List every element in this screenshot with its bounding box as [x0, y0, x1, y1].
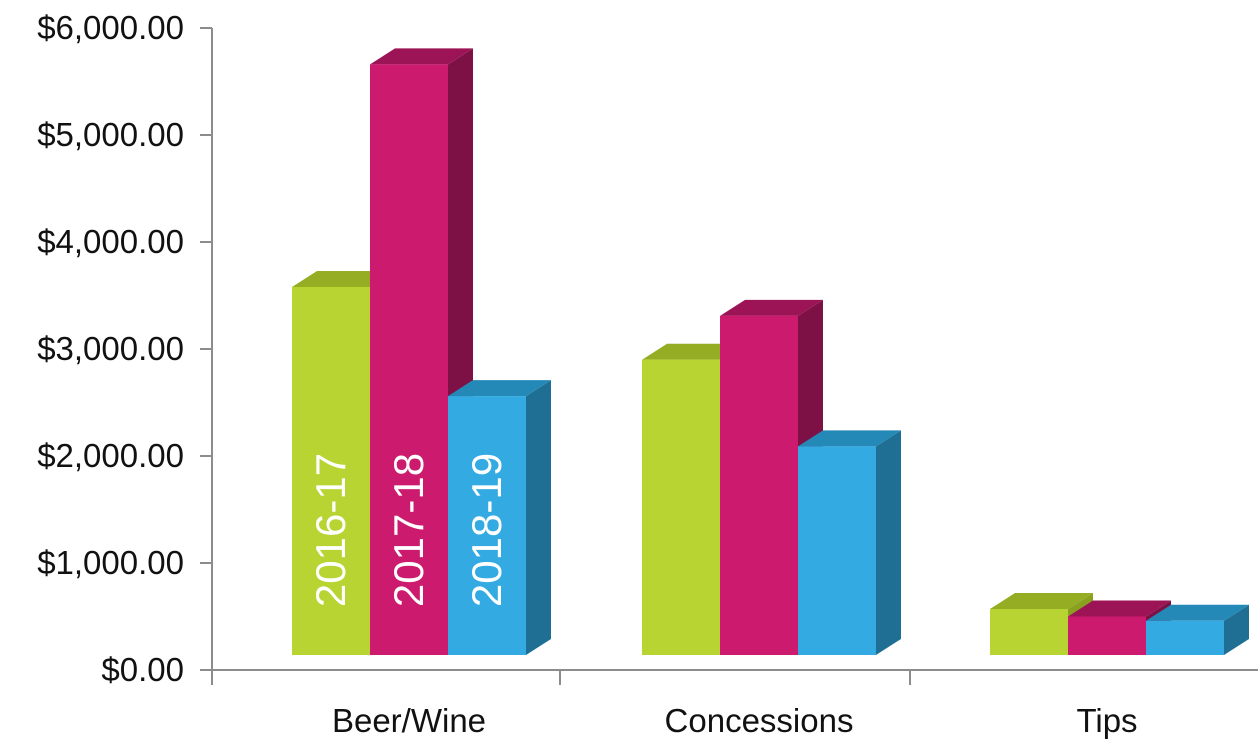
bar-2018-19-Concessions [798, 430, 901, 655]
y-tick-label: $2,000.00 [37, 437, 184, 474]
y-tick-label: $0.00 [101, 651, 184, 688]
bar-top-face [642, 343, 745, 360]
bar-front-face [720, 315, 798, 655]
bar-front-face [370, 64, 448, 655]
series-label-2017-18: 2017-18 [385, 453, 432, 607]
bar-front-face [1146, 620, 1224, 655]
series-label-2018-19: 2018-19 [463, 453, 510, 607]
bar-front-face [642, 359, 720, 655]
series-label-2016-17: 2016-17 [307, 453, 354, 607]
bar-top-face [798, 430, 901, 447]
bar-top-face [1146, 604, 1249, 621]
bar-top-face [370, 48, 473, 65]
bar-side-face [526, 380, 551, 655]
bar-front-face [1068, 616, 1146, 655]
bar-top-face [292, 270, 395, 287]
y-tick-label: $5,000.00 [37, 116, 184, 153]
x-category-label: Tips [1076, 702, 1137, 739]
bar-front-face [990, 609, 1068, 655]
x-category-label: Beer/Wine [332, 702, 486, 739]
bar-side-face [1224, 604, 1249, 655]
bar-top-face [1068, 600, 1171, 617]
bar-front-face [798, 446, 876, 655]
bar-side-face [876, 430, 901, 655]
bar-front-face [448, 396, 526, 655]
bar-top-face [448, 380, 551, 397]
bar-top-face [720, 299, 823, 316]
y-tick-label: $3,000.00 [37, 330, 184, 367]
bar-front-face [292, 286, 370, 655]
bar-2018-19-Tips [1146, 604, 1249, 655]
y-tick-label: $6,000.00 [37, 9, 184, 46]
y-tick-label: $4,000.00 [37, 223, 184, 260]
y-tick-label: $1,000.00 [37, 544, 184, 581]
bar-2018-19-Beer/Wine [448, 380, 551, 655]
x-category-label: Concessions [665, 702, 854, 739]
bar-top-face [990, 593, 1093, 610]
bar-2017-18-Tips [1068, 600, 1171, 655]
